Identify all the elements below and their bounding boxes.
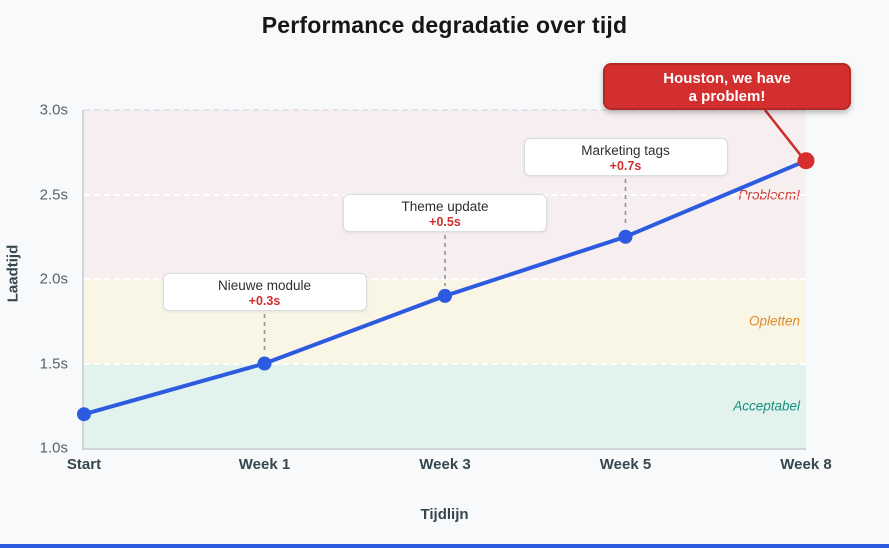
annotation-theme-update: Theme update +0.5s bbox=[343, 194, 547, 232]
alert-callout-text-line2: a problem! bbox=[688, 88, 766, 105]
alert-callout-text-line1: Houston, we have bbox=[663, 70, 791, 87]
data-point-week-3[interactable] bbox=[438, 288, 452, 303]
annotation-delta: +0.5s bbox=[429, 215, 461, 229]
y-tick-1-5s: 1.5s bbox=[39, 355, 68, 372]
y-tick-2-5s: 2.5s bbox=[39, 186, 68, 203]
plot-axes-frame bbox=[82, 110, 806, 450]
bottom-accent-bar bbox=[0, 544, 889, 548]
annotation-label: Nieuwe module bbox=[217, 278, 312, 293]
x-tick-week-5: Week 5 bbox=[599, 456, 652, 473]
zone-label-opletten: Opletten bbox=[748, 313, 800, 329]
y-tick-1-0s: 1.0s bbox=[39, 439, 68, 457]
gridline-1-5s bbox=[84, 362, 806, 365]
x-tick-week-1: Week 1 bbox=[238, 456, 291, 473]
data-point-week-8[interactable] bbox=[797, 152, 815, 170]
annotation-marketing-tags: Marketing tags +0.7s bbox=[523, 138, 728, 176]
zone-label-acceptabel: Acceptabel bbox=[733, 398, 800, 414]
annotation-label: Theme update bbox=[401, 199, 489, 214]
annotation-label: Marketing tags bbox=[581, 143, 670, 158]
data-point-start[interactable] bbox=[77, 407, 91, 422]
x-tick-week-8: Week 8 bbox=[780, 456, 832, 473]
data-point-week-1[interactable] bbox=[257, 356, 272, 371]
x-tick-start: Start bbox=[66, 456, 102, 473]
annotation-delta: +0.3s bbox=[248, 294, 281, 308]
x-tick-week-3: Week 3 bbox=[419, 456, 471, 473]
annotation-delta: +0.7s bbox=[609, 159, 642, 173]
y-tick-2-0s: 2.0s bbox=[39, 270, 68, 288]
gridline-3-0s bbox=[84, 109, 806, 111]
annotation-nieuwe-module: Nieuwe module +0.3s bbox=[162, 273, 367, 311]
zone-acceptabel bbox=[84, 363, 806, 448]
x-axis-title: Tijdlijn bbox=[420, 506, 469, 523]
alert-callout: Houston, we have a problem! bbox=[603, 63, 851, 110]
callout-connector bbox=[764, 109, 802, 157]
chart-title: Performance degradatie over tijd bbox=[261, 12, 628, 38]
y-tick-3-0s: 3.0s bbox=[39, 101, 68, 119]
data-point-week-5[interactable] bbox=[618, 229, 633, 244]
